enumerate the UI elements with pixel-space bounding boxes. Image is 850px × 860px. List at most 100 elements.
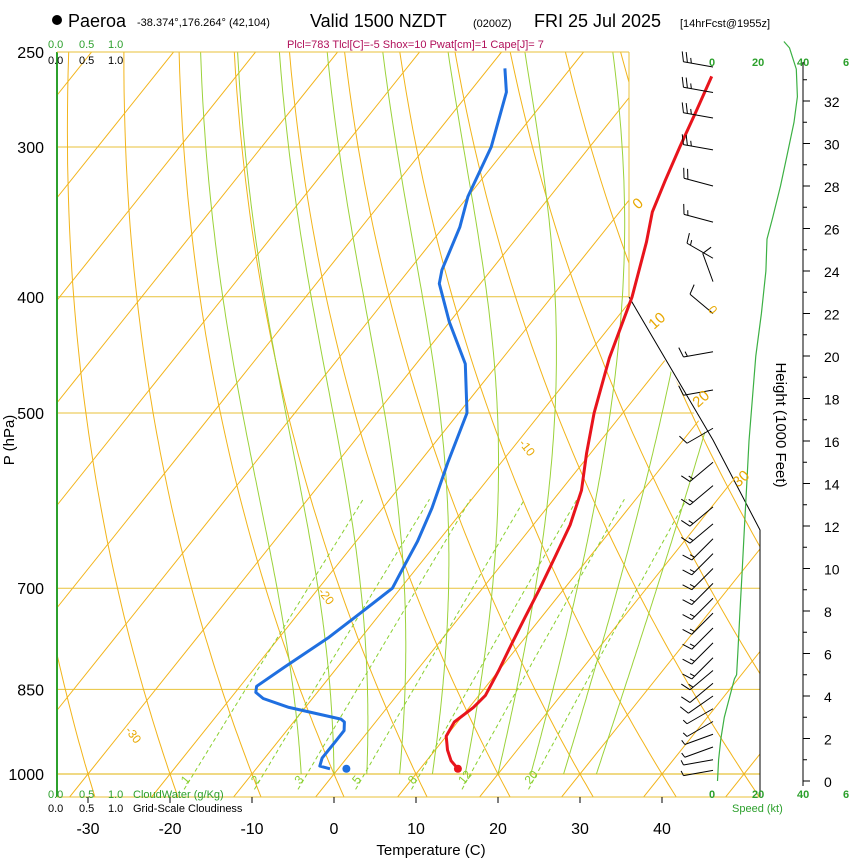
cloudwater-label: CloudWater (g/Kg) xyxy=(133,789,224,801)
dry-adiabat-label: 30 xyxy=(729,467,753,491)
isotherm--70 xyxy=(57,52,431,797)
wind-panel-boundary xyxy=(628,296,761,797)
temperature-tick-label: -20 xyxy=(158,821,181,838)
wind-barb xyxy=(681,670,714,691)
sounding-indices: Plcl=783 Tlcl[C]=-5 Shox=10 Pwat[cm]=1 C… xyxy=(287,39,544,51)
wind-barb xyxy=(681,523,714,544)
speed-tick-bottom-3: 6 xyxy=(843,789,849,801)
temperature-tick-label: 20 xyxy=(489,821,507,838)
dry-adiabat--20 xyxy=(66,52,189,797)
dry-adiabat-30 xyxy=(333,52,610,797)
cloudiness-tick-top-0: 0.0 xyxy=(48,55,63,67)
moist-adiabat-8 xyxy=(318,52,407,775)
wind-barb xyxy=(679,427,714,444)
temperature-profile xyxy=(444,75,714,770)
dry-adiabat-label: 10 xyxy=(645,309,669,333)
dry-adiabat-70 xyxy=(540,52,760,797)
dewpoint-surface-marker xyxy=(342,764,351,773)
height-tick-label: 6 xyxy=(824,647,832,663)
wind-barb xyxy=(683,167,714,187)
height-tick-label: 16 xyxy=(824,434,840,450)
wind-barb xyxy=(682,538,714,561)
cloudiness-tick-bottom-0: 0.0 xyxy=(48,803,63,815)
station-coords: -38.374°,176.264° (42,104) xyxy=(137,17,270,29)
mixing-ratio-8 xyxy=(411,498,578,790)
dry-adiabat--30 xyxy=(57,52,104,797)
dry-adiabat-0 xyxy=(177,52,357,797)
dry-adiabat-10 xyxy=(230,52,441,797)
height-tick-label: 20 xyxy=(824,349,840,365)
wind-barb xyxy=(680,769,714,777)
wind-barb xyxy=(681,51,714,68)
station-name: Paeroa xyxy=(68,11,127,31)
isotherm--20 xyxy=(129,52,760,797)
dry-adiabat-50 xyxy=(437,52,760,797)
wind-barb xyxy=(682,657,714,680)
mixing-ratio-3 xyxy=(297,498,471,790)
height-tick-label: 0 xyxy=(824,774,832,790)
dry-adiabat-label: 0 xyxy=(629,195,647,213)
valid-utc: (0200Z) xyxy=(473,18,512,30)
height-tick-label: 14 xyxy=(824,477,840,493)
cloudiness-tick-bottom-2: 1.0 xyxy=(108,803,123,815)
speed-tick-top-3: 6 xyxy=(843,57,849,69)
isotherm--30 xyxy=(57,52,759,797)
wind-barb xyxy=(682,597,714,620)
isotherm-0 xyxy=(293,52,760,797)
moist-adiabat-12 xyxy=(370,52,450,775)
temperature-surface-marker xyxy=(453,764,462,773)
wind-barb xyxy=(682,553,714,576)
wind-barb xyxy=(689,284,714,314)
isotherm--80 xyxy=(57,52,349,797)
wind-barb xyxy=(682,583,714,606)
temperature-tick-label: -10 xyxy=(240,821,263,838)
mixing-ratio-label: 20 xyxy=(522,767,542,786)
height-tick-label: 4 xyxy=(824,689,832,705)
dewpoint-profile xyxy=(254,68,508,771)
wind-barb xyxy=(681,682,714,703)
wind-barb xyxy=(681,485,714,506)
cloudwater-tick-top-2: 1.0 xyxy=(108,39,123,51)
dry-adiabat-40 xyxy=(385,52,694,797)
speed-tick-bottom-2: 40 xyxy=(797,789,809,801)
moist-adiabat-0 xyxy=(234,52,335,774)
temperature-tick-label: -30 xyxy=(76,821,99,838)
height-tick-label: 30 xyxy=(824,137,840,153)
moist-adiabat--4 xyxy=(198,52,302,775)
wind-speed-profile xyxy=(716,41,799,782)
mixing-ratio-2 xyxy=(253,498,430,790)
moist-adiabat-32 xyxy=(595,52,760,775)
pressure-tick-label: 300 xyxy=(17,140,44,157)
temperature-tick-label: 0 xyxy=(330,821,339,838)
cloudwater-tick-bottom-1: 0.5 xyxy=(79,789,94,801)
speed-axis-label: Speed (kt) xyxy=(732,803,783,815)
cloudwater-tick-top-1: 0.5 xyxy=(79,39,94,51)
cloudiness-tick-top-2: 1.0 xyxy=(108,55,123,67)
dry-adiabat-20 xyxy=(282,52,526,797)
dry-adiabat-110 xyxy=(748,52,760,797)
cloudwater-tick-top-0: 0.0 xyxy=(48,39,63,51)
height-tick-label: 10 xyxy=(824,562,840,578)
wind-barb xyxy=(681,461,714,482)
wind-barb xyxy=(682,721,714,737)
valid-date: FRI 25 Jul 2025 xyxy=(534,11,661,31)
dry-adiabat--40 xyxy=(0,0,19,824)
moist-adiabat-24 xyxy=(530,52,626,775)
height-tick-label: 28 xyxy=(824,179,840,195)
isotherm-40 xyxy=(621,52,760,797)
pressure-tick-label: 400 xyxy=(17,290,44,307)
moist-adiabat-20 xyxy=(497,52,557,775)
pressure-tick-label: 1000 xyxy=(8,767,44,784)
wind-barb xyxy=(681,506,714,527)
isotherm--40 xyxy=(57,52,677,797)
wind-barb xyxy=(682,612,714,635)
wind-barb xyxy=(678,347,714,358)
mixing-ratio-20 xyxy=(528,498,687,790)
isotherm-20 xyxy=(457,52,760,797)
wind-barb xyxy=(681,746,714,758)
speed-tick-bottom-1: 20 xyxy=(752,789,764,801)
height-tick-label: 32 xyxy=(824,94,840,110)
pressure-tick-label: 700 xyxy=(17,581,44,598)
wind-barb xyxy=(678,385,714,396)
